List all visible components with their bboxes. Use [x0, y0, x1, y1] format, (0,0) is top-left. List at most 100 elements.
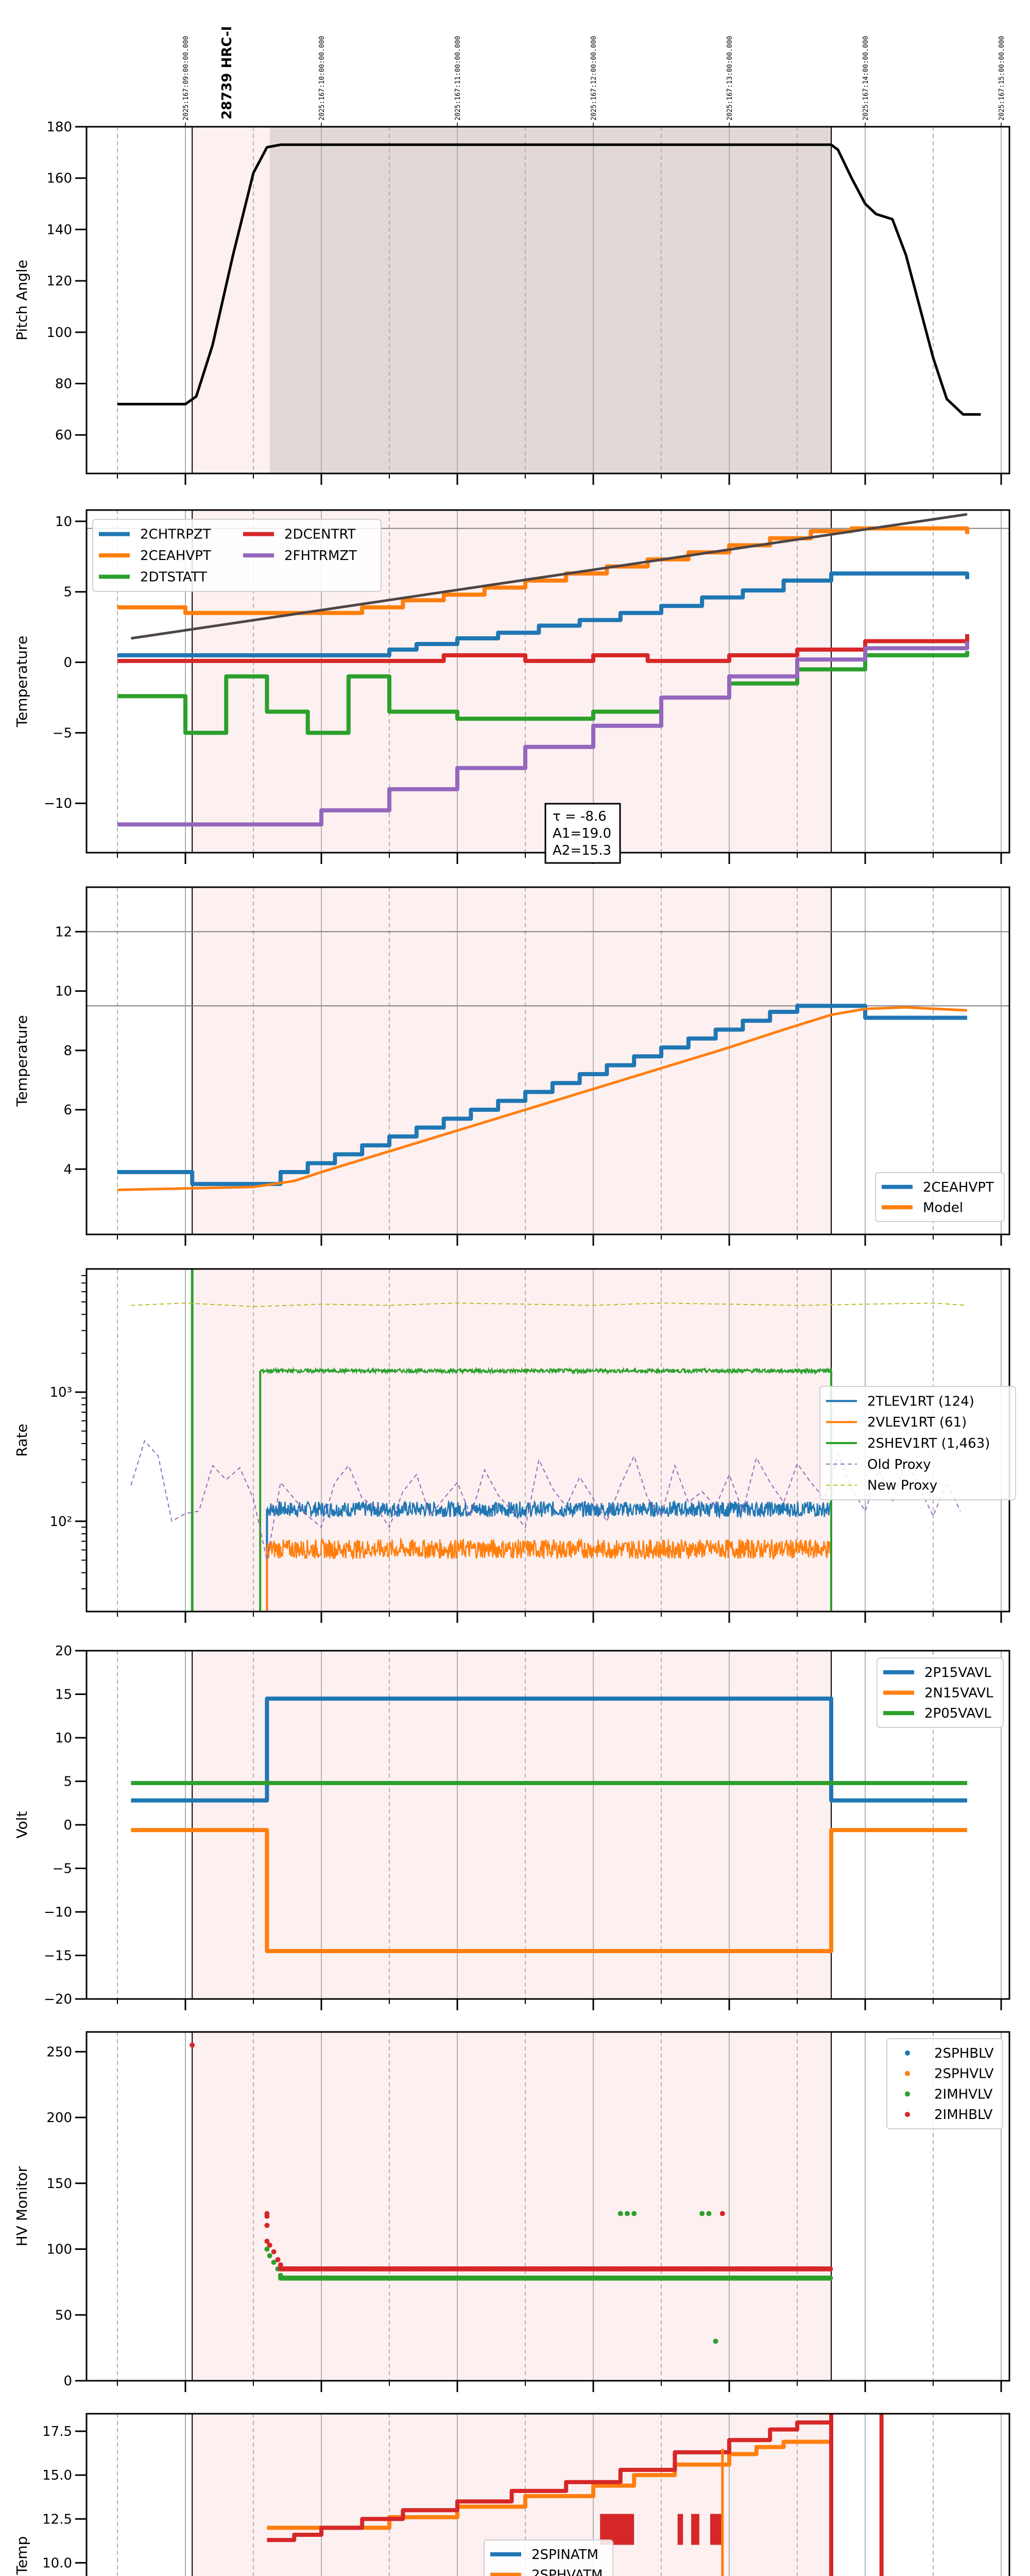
y-tick-label: 80: [55, 377, 72, 392]
legend-box: [92, 519, 382, 592]
hv-point: [625, 2211, 630, 2216]
panel-temp2: 4 6 8 10 12 Temperature 2CEAHVPT Model: [13, 886, 1010, 1246]
noise-band: [677, 2514, 683, 2545]
observation-shade: [192, 887, 832, 1234]
legend-item: 2VLEV1RT (61): [826, 1415, 967, 1430]
top-time-label: 2025:167:09:00:00.000: [182, 36, 190, 121]
series-2ceahvpt: [117, 1004, 967, 1187]
series-2fhtrmzt: [117, 641, 969, 827]
y-tick-label: 12: [55, 924, 72, 940]
hv-point: [271, 2260, 277, 2265]
top-time-axis: 2025:167:09:00:00.000 2025:167:10:00:00.0…: [182, 26, 1006, 127]
y-tick-label: 140: [46, 222, 72, 238]
legend-label: 2SPINATM: [531, 2547, 598, 2563]
y-tick-label: 10²: [49, 1514, 72, 1530]
y-tick-label: −20: [44, 1992, 72, 2007]
y-tick-label: 100: [46, 2242, 72, 2258]
annotation-a2: A2=15.3: [553, 843, 611, 858]
legend-label: 2CHTRPZT: [140, 527, 211, 543]
legend-box: [484, 2539, 613, 2576]
panel-rate: 10² 10³ Rate 2TLEV1RT (124) 2VLEV1RT (61) 2SH…: [13, 1268, 1016, 1623]
y-axis-label: Pitch Angle: [13, 260, 30, 341]
legend-item: 2SPINATM: [490, 2547, 598, 2563]
y-tick-label: 5: [63, 1774, 72, 1790]
annotation-a1: A1=19.0: [553, 826, 611, 841]
legend-marker: [905, 2091, 910, 2097]
observation-shade: [192, 1269, 832, 1612]
top-time-label: 2025:167:11:00:00.000: [454, 36, 462, 121]
legend-item: 2CEAHVPT: [882, 1180, 994, 1195]
y-tick-label: 100: [46, 325, 72, 341]
series-group: [117, 513, 969, 827]
hv-point: [631, 2211, 637, 2216]
legend: 2SPINATM2SPHVATM2IMINATM2IMHVATM: [484, 2539, 613, 2576]
y-tick-label: −10: [44, 796, 72, 811]
top-time-label: 2025:167:13:00:00.000: [726, 36, 734, 121]
y-tick-label: 10: [55, 984, 72, 999]
series-group: [117, 1004, 968, 1192]
legend-item: 2FHTRMZT: [243, 548, 357, 564]
hv-point: [699, 2211, 705, 2216]
legend-label: 2IMHVLV: [934, 2087, 993, 2102]
legend-label: 2N15VAVL: [924, 1686, 993, 1701]
legend-item: New Proxy: [826, 1478, 937, 1494]
legend-item: 2SPHVATM: [490, 2568, 603, 2576]
axes-frame: [85, 2413, 1010, 2576]
dwell-shade: [269, 127, 832, 473]
legend-label: 2VLEV1RT (61): [867, 1415, 967, 1430]
legend-label: 2P05VAVL: [924, 1706, 991, 1721]
legend-box: [819, 1386, 1016, 1500]
y-tick-label: 180: [46, 120, 72, 135]
hv-point: [264, 2239, 270, 2244]
y-tick-label: 60: [55, 428, 72, 443]
axes-frame: [85, 126, 1010, 474]
y-tick-label: 5: [63, 585, 72, 600]
legend-label: 2CEAHVPT: [140, 548, 211, 564]
legend-item: 2IMHVLV: [905, 2087, 993, 2102]
legend-label: Old Proxy: [867, 1457, 931, 1472]
legend: 2CEAHVPT Model: [875, 1172, 1005, 1222]
hv-point: [264, 2246, 270, 2252]
y-tick-label: 20: [55, 1643, 72, 1659]
y-tick-label: 10: [55, 514, 72, 530]
hv-point: [617, 2211, 623, 2216]
panel-temp1: −10 −5 0 5 10 Temperature 2CHTRPZT 2CEAHVPT 2DTS…: [13, 509, 1010, 864]
top-time-label: 2025:167:10:00:00.000: [318, 36, 326, 121]
series-2imhvatm: [267, 2417, 833, 2543]
series-model: [117, 1006, 968, 1192]
hv-point: [278, 2262, 283, 2268]
hv-point: [828, 2275, 833, 2281]
y-tick-label: 10: [55, 1731, 72, 1746]
y-axis-label: Detector Temp: [13, 2536, 30, 2576]
legend-box: [877, 1657, 1004, 1728]
legend-item: 2SHEV1RT (1,463): [826, 1436, 990, 1451]
y-axis-label: HV Monitor: [13, 2166, 30, 2246]
series-group: [190, 2042, 833, 2344]
y-axis-label: Temperature: [13, 636, 30, 727]
legend-item: 2SPHBLV: [905, 2046, 994, 2061]
legend-marker: [905, 2050, 910, 2056]
panel-dettemp: 0.02.55.07.510.012.515.017.5Detector Tem…: [13, 2413, 1010, 2576]
hv-point: [275, 2257, 281, 2262]
legend-marker: [905, 2112, 910, 2117]
series-2sphvatm: [267, 2439, 831, 2530]
y-tick-label: 8: [63, 1043, 72, 1059]
series-2VLEV1RT: [266, 1537, 832, 1561]
y-tick-label: 150: [46, 2176, 72, 2192]
legend-label: 2IMHBLV: [934, 2107, 993, 2123]
legend-label: 2DCENTRT: [284, 527, 356, 543]
series-2p15vavl: [131, 1696, 967, 1803]
noise-band: [691, 2514, 699, 2545]
observation-shade: [192, 1651, 832, 1999]
legend-box: [886, 2038, 1003, 2129]
legend-marker: [905, 2071, 910, 2076]
y-tick-label: 200: [46, 2110, 72, 2126]
hv-point: [264, 2213, 270, 2219]
legend-label: 2P15VAVL: [924, 1665, 991, 1681]
legend-item: 2N15VAVL: [883, 1686, 993, 1701]
y-tick-label: 10³: [49, 1385, 72, 1400]
legend-label: 2SHEV1RT (1,463): [867, 1436, 990, 1451]
y-tick-label: 17.5: [42, 2424, 72, 2439]
y-tick-label: 6: [63, 1103, 72, 1118]
